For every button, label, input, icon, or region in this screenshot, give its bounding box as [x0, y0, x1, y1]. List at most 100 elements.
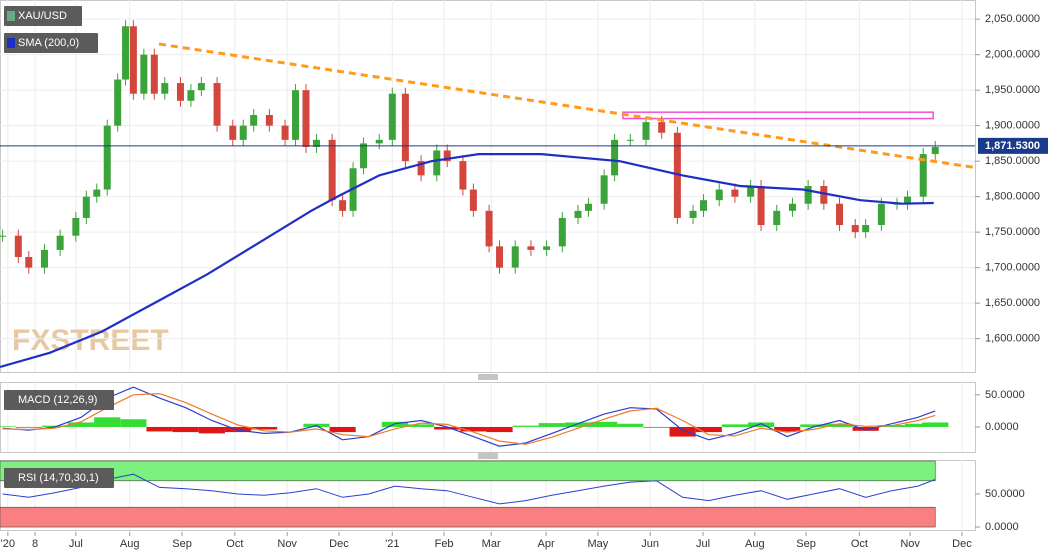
rsi-band: [0, 506, 936, 528]
candle: [836, 203, 844, 226]
legend-label: MACD (12,26,9): [18, 394, 97, 406]
x-tick-label: Oct: [851, 538, 868, 550]
macd-line: [2, 386, 936, 447]
last-price-box: [978, 137, 1048, 154]
candle: [14, 235, 22, 257]
candle: [229, 125, 237, 140]
legend-label: SMA (200,0): [18, 37, 79, 49]
candle: [919, 154, 927, 197]
candle: [72, 217, 80, 236]
candle: [339, 200, 347, 211]
legend-box: [4, 6, 82, 26]
x-tick-label: Mar: [482, 538, 501, 550]
x-tick-label: Aug: [120, 538, 140, 550]
histogram-bar: [329, 426, 356, 433]
candle: [433, 150, 441, 176]
y-tick-label: 1,600.0000: [985, 333, 1040, 345]
y-tick-label: 1,850.0000: [985, 155, 1040, 167]
candle: [611, 139, 619, 176]
histogram-bar: [617, 423, 644, 427]
candle: [302, 90, 310, 147]
x-tick-label: Dec: [329, 538, 349, 550]
candle: [773, 210, 781, 226]
legend-swatch: [7, 11, 15, 21]
y-tick-label: 2,050.0000: [985, 13, 1040, 25]
candle: [281, 125, 289, 140]
histogram-bar: [251, 426, 278, 430]
histogram-bar: [852, 426, 879, 431]
candle: [788, 203, 796, 211]
y-tick-label: 0.0000: [985, 521, 1019, 533]
histogram-bar: [826, 423, 853, 427]
x-tick-label: Sep: [796, 538, 816, 550]
sma-line: [0, 153, 934, 369]
candle: [904, 196, 912, 204]
histogram-bar: [643, 426, 670, 428]
histogram-bar: [381, 421, 408, 427]
legend-box: [4, 468, 114, 488]
candle: [114, 79, 122, 126]
y-tick-label: 50.0000: [985, 488, 1025, 500]
y-tick-label: 1,800.0000: [985, 191, 1040, 203]
candle: [312, 139, 320, 147]
candle: [820, 186, 828, 204]
y-tick-label: 1,750.0000: [985, 226, 1040, 238]
candle: [931, 146, 939, 155]
x-tick-label: Oct: [226, 538, 243, 550]
histogram-bar: [695, 426, 722, 433]
candle: [584, 203, 592, 211]
x-tick-label: Nov: [900, 538, 920, 550]
histogram-bar: [669, 426, 696, 437]
x-tick-label: 8: [32, 538, 38, 550]
candle: [862, 225, 870, 233]
x-tick-label: May: [587, 538, 608, 550]
last-price-label: 1,871.5300: [985, 140, 1040, 152]
candle: [804, 186, 812, 204]
histogram-bar: [15, 426, 42, 428]
histogram-bar: [538, 423, 565, 427]
candle: [122, 26, 130, 80]
y-tick-label: 1,700.0000: [985, 262, 1040, 274]
histogram-bar: [41, 425, 68, 427]
candle: [543, 246, 551, 250]
candle: [265, 115, 273, 126]
candle: [757, 186, 765, 226]
x-tick-label: '20: [1, 538, 15, 550]
candle: [176, 83, 184, 101]
candle: [715, 189, 723, 201]
histogram-bar: [800, 424, 827, 427]
candle: [851, 225, 859, 233]
histogram-bar: [120, 419, 147, 427]
candle: [82, 196, 90, 218]
x-tick-label: Apr: [538, 538, 555, 550]
y-tick-label: 1,650.0000: [985, 297, 1040, 309]
x-tick-label: '21: [385, 538, 399, 550]
candle: [485, 210, 493, 247]
rsi-line: [2, 473, 936, 505]
candle: [129, 26, 137, 94]
x-tick-label: Jun: [641, 538, 659, 550]
histogram-bar: [172, 426, 199, 433]
y-tick-label: 1,900.0000: [985, 120, 1040, 132]
histogram-bar: [747, 422, 775, 427]
candle: [375, 139, 383, 144]
macd-line: [2, 392, 936, 445]
x-tick-label: Sep: [172, 538, 192, 550]
legend-label: XAU/USD: [18, 10, 67, 22]
panel-frame: [0, 0, 976, 373]
histogram-bar: [94, 417, 121, 427]
candle: [689, 210, 697, 218]
candle: [496, 246, 504, 268]
histogram-bar: [922, 422, 949, 427]
candle: [459, 161, 467, 190]
legend-box: [4, 390, 114, 410]
panel-frame: [0, 382, 976, 453]
candle: [417, 161, 425, 176]
x-tick-label: Feb: [435, 538, 454, 550]
x-tick-label: Nov: [277, 538, 297, 550]
candle: [213, 83, 221, 126]
histogram-bar: [460, 426, 487, 432]
candle: [292, 90, 300, 140]
histogram-bar: [721, 424, 748, 427]
